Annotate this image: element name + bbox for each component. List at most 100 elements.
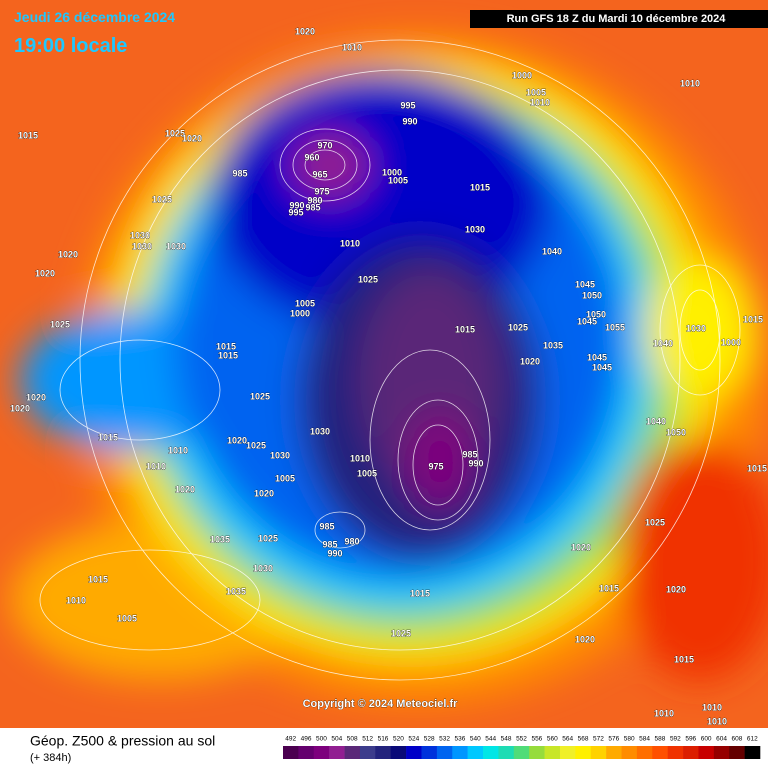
pressure-label: 1020	[58, 249, 78, 259]
pressure-label: 1045	[577, 316, 597, 326]
pressure-label: 1040	[542, 246, 562, 256]
scale-label: 532	[439, 736, 450, 743]
pressure-label: 1000	[721, 337, 741, 347]
pressure-label: 985	[305, 202, 320, 212]
pressure-label: 1025	[258, 533, 278, 543]
scale-swatch	[329, 746, 345, 759]
scale-swatch	[421, 746, 438, 759]
scale-label: 544	[485, 736, 496, 743]
pressure-label: 990	[468, 458, 483, 468]
pressure-label: 1020	[35, 268, 55, 278]
scale-label: 564	[562, 736, 573, 743]
pressure-label: 1050	[582, 290, 602, 300]
scale-swatch	[313, 746, 330, 759]
pressure-label: 1015	[88, 574, 108, 584]
scale-swatch	[744, 746, 761, 759]
pressure-label: 1010	[350, 453, 370, 463]
pressure-label: 985	[322, 539, 337, 549]
pressure-label: 1025	[645, 517, 665, 527]
map-field	[0, 0, 768, 728]
pressure-label: 1030	[310, 426, 330, 436]
pressure-label: 1025	[165, 128, 185, 138]
pressure-label: 1010	[168, 445, 188, 455]
scale-swatch	[406, 746, 422, 759]
scale-label: 592	[670, 736, 681, 743]
pressure-label: 1020	[175, 484, 195, 494]
time-label: 19:00 locale	[14, 35, 127, 57]
pressure-label: 1025	[508, 322, 528, 332]
pressure-label: 1020	[295, 26, 315, 36]
pressure-label: 1020	[227, 435, 247, 445]
pressure-label: 1035	[210, 534, 230, 544]
scale-swatch	[390, 746, 407, 759]
pressure-label: 985	[232, 168, 247, 178]
pressure-label: 1015	[410, 588, 430, 598]
pressure-label: 1015	[218, 350, 238, 360]
pressure-label: 1045	[575, 279, 595, 289]
scale-swatch	[575, 746, 592, 759]
pressure-label: 1035	[226, 586, 246, 596]
scale-label: 516	[378, 736, 389, 743]
pressure-label: 1010	[342, 42, 362, 52]
scale-label: 512	[362, 736, 373, 743]
scale-swatch	[452, 746, 468, 759]
pressure-label: 1020	[254, 488, 274, 498]
pressure-label: 1015	[18, 130, 38, 140]
pressure-label: 1015	[455, 324, 475, 334]
pressure-label: 965	[312, 169, 327, 179]
color-scale: 492 496 500 504 508 512 516 520 524 528 532 536 540 5…	[283, 736, 761, 759]
scale-label: 612	[747, 736, 758, 743]
pressure-label: 975	[314, 186, 329, 196]
scale-swatch	[698, 746, 715, 759]
scale-swatch	[652, 746, 668, 759]
pressure-label: 1035	[543, 340, 563, 350]
scale-label: 568	[578, 736, 589, 743]
scale-swatch	[436, 746, 453, 759]
pressure-label: 1000	[512, 70, 532, 80]
pressure-label: 1010	[707, 716, 727, 726]
scale-swatch	[359, 746, 376, 759]
pressure-label: 960	[304, 152, 319, 162]
scale-label: 556	[531, 736, 542, 743]
pressure-label: 1025	[250, 391, 270, 401]
pressure-label: 995	[288, 207, 303, 217]
pressure-label: 1030	[686, 323, 706, 333]
pressure-label: 1055	[605, 322, 625, 332]
scale-label: 560	[547, 736, 558, 743]
pressure-label: 1015	[747, 463, 767, 473]
scale-swatch	[283, 746, 299, 759]
scale-label: 496	[301, 736, 312, 743]
pressure-label: 1030	[132, 241, 152, 251]
pressure-label: 985	[319, 521, 334, 531]
run-label: Run GFS 18 Z du Mardi 10 décembre 2024	[507, 13, 727, 25]
pressure-label: 1015	[674, 654, 694, 664]
pressure-label: 995	[400, 100, 415, 110]
scale-swatch	[729, 746, 745, 759]
pressure-label: 1010	[340, 238, 360, 248]
pressure-label: 1020	[575, 634, 595, 644]
scale-swatch	[344, 746, 361, 759]
pressure-label: 1030	[465, 224, 485, 234]
pressure-label: 1030	[253, 563, 273, 573]
pressure-label: 1045	[587, 352, 607, 362]
scale-swatch	[483, 746, 499, 759]
scale-label: 604	[716, 736, 727, 743]
scale-swatch	[667, 746, 684, 759]
pressure-label: 1010	[654, 708, 674, 718]
pressure-label: 1005	[117, 613, 137, 623]
pressure-label: 1040	[653, 338, 673, 348]
scale-label: 580	[624, 736, 635, 743]
scale-swatch	[513, 746, 530, 759]
pressure-label: 1010	[146, 461, 166, 471]
footer-lead: (+ 384h)	[30, 752, 71, 764]
scale-label: 500	[316, 736, 327, 743]
pressure-label: 1005	[357, 468, 377, 478]
pressure-label: 1015	[470, 182, 490, 192]
pressure-label: 1020	[571, 542, 591, 552]
scale-label: 608	[731, 736, 742, 743]
pressure-label: 980	[344, 536, 359, 546]
pressure-label: 1010	[680, 78, 700, 88]
pressure-label: 1005	[388, 175, 408, 185]
